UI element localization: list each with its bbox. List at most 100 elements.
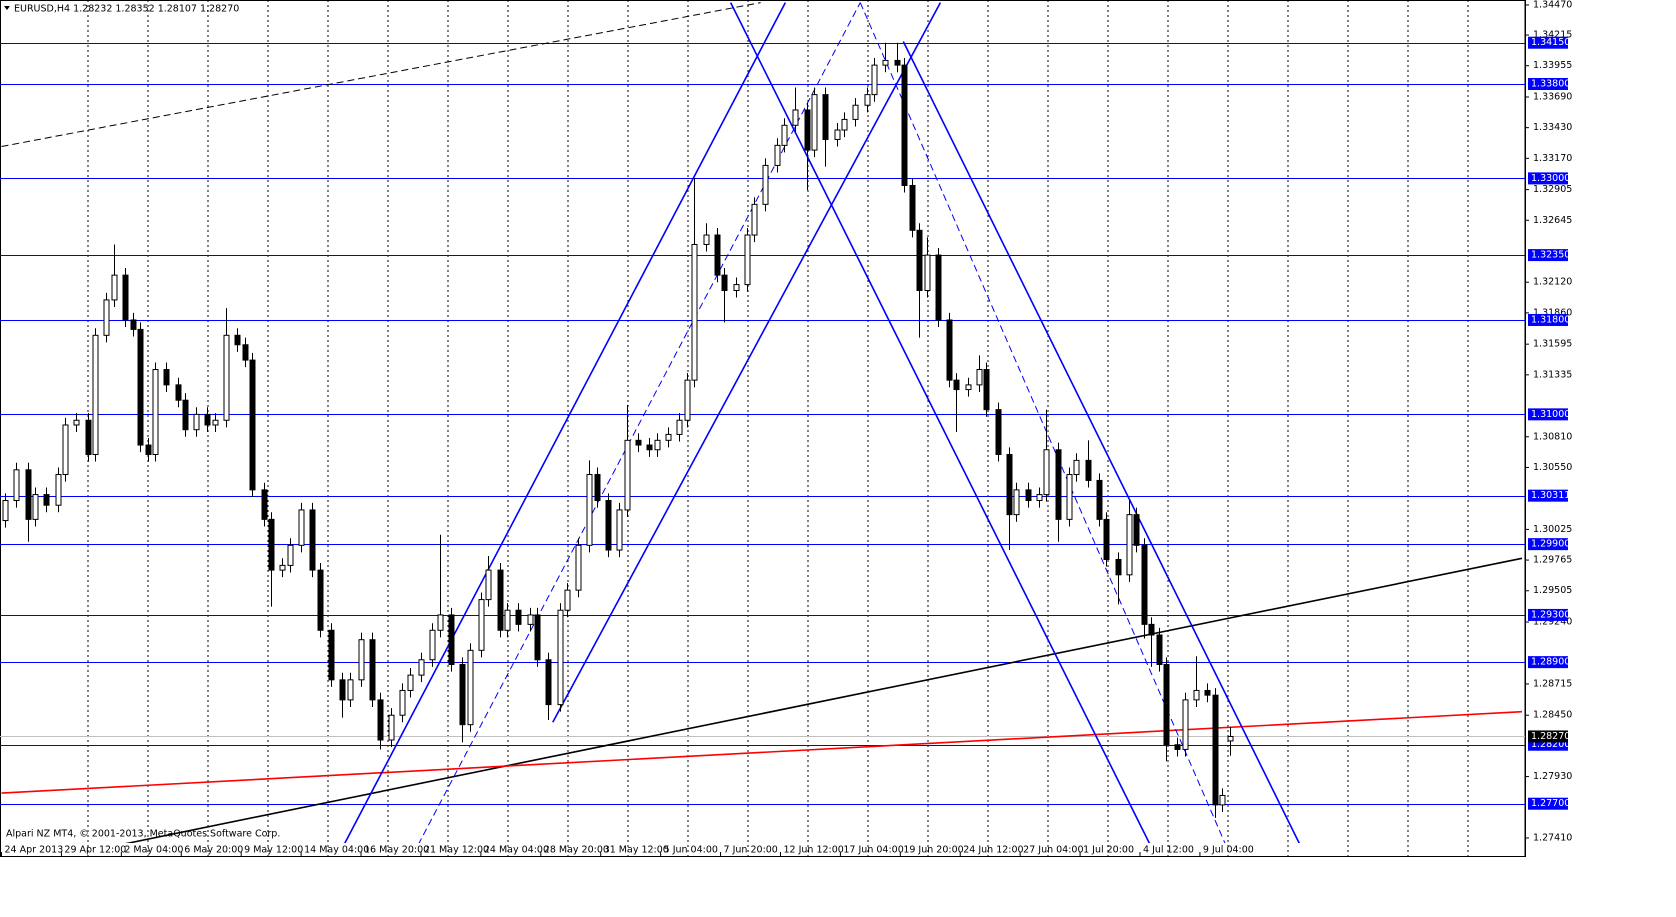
candle-body: [1212, 694, 1219, 806]
x-tick-label: 24 Apr 2013: [5, 845, 64, 856]
plot-frame: [0, 0, 1526, 857]
candle-body: [774, 144, 781, 166]
candle-body: [901, 64, 908, 186]
candle-body: [733, 284, 740, 291]
y-tick-label: 1.34470: [1533, 0, 1572, 10]
candle-body: [1013, 489, 1020, 516]
y-tick-label: 1.28715: [1533, 678, 1572, 689]
candle-body: [594, 474, 601, 501]
candle-body: [1141, 544, 1148, 625]
candle-body: [953, 379, 960, 391]
x-tick-label: 21 May 12:00: [424, 845, 489, 856]
x-tick-label: 24 May 04:00: [484, 845, 549, 856]
candle-body: [1219, 794, 1226, 806]
candle-body: [792, 109, 799, 126]
y-tick-label: 1.30810: [1533, 431, 1572, 442]
trend-line: [1, 2, 761, 148]
candle-body: [871, 64, 878, 96]
candle-body: [287, 544, 294, 566]
trend-line: [418, 2, 861, 843]
candle-body: [751, 203, 758, 236]
candle-body: [882, 59, 889, 66]
candle-body: [1156, 634, 1163, 665]
x-tick-label: 1 Jul 20:00: [1083, 845, 1134, 856]
candle-body: [55, 474, 62, 506]
candle-body: [983, 369, 990, 411]
candle-body: [965, 384, 972, 391]
candle-body: [62, 424, 69, 476]
level-label: 1.27700: [1531, 798, 1570, 809]
candle-body: [32, 494, 39, 520]
candle-body: [635, 439, 642, 446]
candle-body: [564, 589, 571, 611]
y-tick-label: 1.29765: [1533, 555, 1572, 566]
level-label: 1.28900: [1531, 657, 1570, 668]
candle-body: [714, 234, 721, 276]
candle-body: [703, 234, 710, 245]
candle-body: [822, 94, 829, 140]
candle-body: [1006, 453, 1013, 516]
price-axis: 1.34470 1.34215 1.33955 1.33690 1.33430 1.331…: [1525, 0, 1572, 857]
level-label-box: [1528, 489, 1568, 502]
y-tick-label: 1.30550: [1533, 462, 1572, 473]
y-tick-label: 1.33430: [1533, 122, 1572, 133]
candle-body: [234, 334, 241, 346]
candle-body: [388, 714, 395, 741]
candle-body: [976, 369, 983, 386]
candle-body: [418, 659, 425, 676]
candle-body: [399, 689, 406, 716]
x-tick-label: 2 May 04:00: [124, 845, 183, 856]
candle-body: [946, 319, 953, 381]
y-tick-label: 1.31335: [1533, 369, 1572, 380]
candle-body: [279, 564, 286, 571]
candle-body: [175, 384, 182, 401]
bid-label: 1.28270: [1531, 731, 1570, 742]
candle-body: [163, 369, 170, 386]
level-label: 1.29300: [1531, 609, 1570, 620]
candle-body: [103, 299, 110, 336]
candle-body: [1182, 699, 1189, 750]
candle-body: [504, 609, 511, 631]
candle-body: [834, 129, 841, 140]
level-label-box: [1528, 656, 1568, 669]
candle-body: [369, 639, 376, 701]
level-label-box: [1528, 608, 1568, 621]
trend-line: [1, 710, 1523, 794]
candle-body: [804, 109, 811, 151]
y-tick-label: 1.32120: [1533, 277, 1572, 288]
x-tick-label: 28 May 20:00: [544, 845, 609, 856]
candle-body: [646, 444, 653, 451]
candle-body: [497, 569, 504, 631]
candle-body: [665, 433, 672, 441]
x-tick-label: 9 May 12:00: [244, 845, 303, 856]
candle-body: [1103, 518, 1110, 560]
candle-body: [654, 439, 661, 451]
y-tick-label: 1.33170: [1533, 153, 1572, 164]
y-tick-label: 1.34215: [1533, 30, 1572, 41]
y-tick-label: 1.31595: [1533, 339, 1572, 350]
candle-body: [545, 659, 552, 706]
candle-body: [2, 499, 9, 522]
candle-body: [1163, 663, 1170, 746]
menu-arrow[interactable]: [4, 6, 10, 10]
candle-body: [624, 439, 631, 511]
candle-body: [995, 409, 1002, 455]
candle-body: [145, 444, 152, 455]
level-label-box: [1528, 172, 1568, 185]
y-tick-label: 1.27410: [1533, 832, 1572, 843]
candle-body: [1036, 494, 1043, 501]
candle-body: [137, 328, 144, 446]
candle-body: [534, 614, 541, 661]
candle-body: [268, 518, 275, 571]
candle-body: [1204, 689, 1211, 696]
y-tick-label: 1.32905: [1533, 184, 1572, 195]
candle-body: [916, 229, 923, 291]
candle-body: [676, 419, 683, 435]
candle-body: [111, 274, 118, 301]
grid: [1, 0, 1469, 857]
trend-line: [344, 2, 787, 843]
trend-line: [902, 41, 1301, 843]
candle-body: [298, 509, 305, 546]
level-label-box: [1528, 408, 1568, 421]
